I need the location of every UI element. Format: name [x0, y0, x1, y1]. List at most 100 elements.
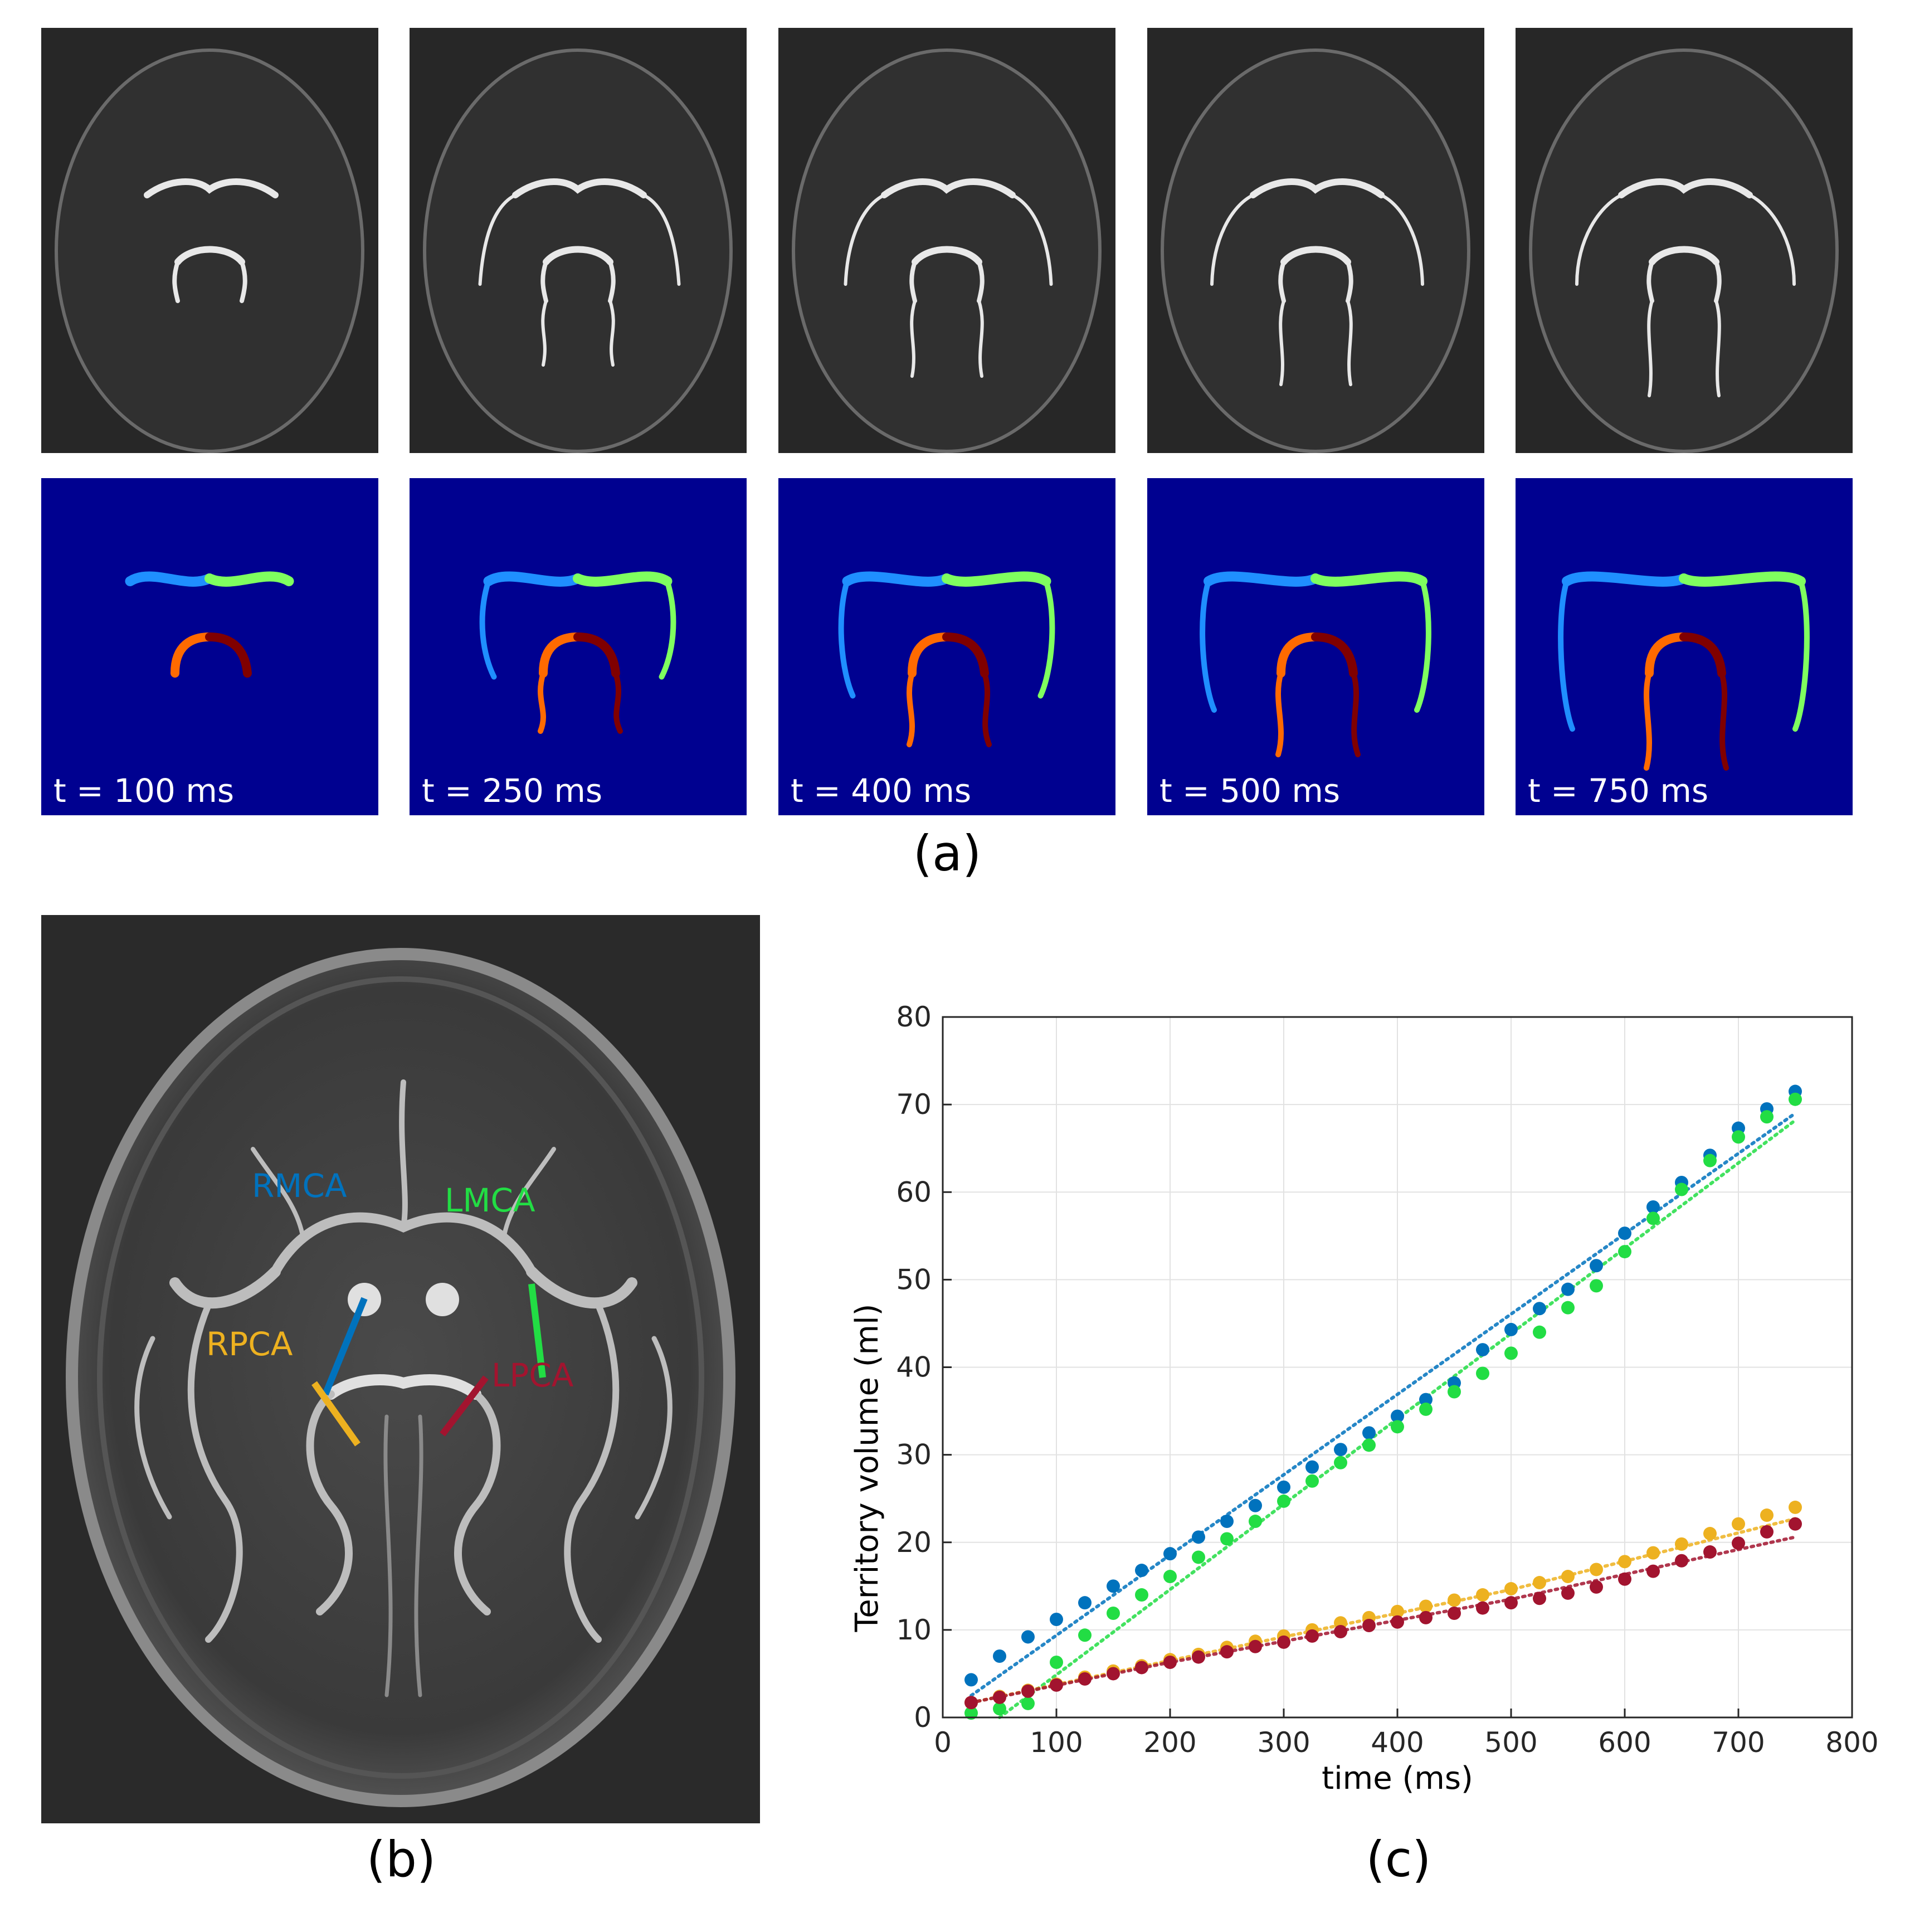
rmca-fit-line	[969, 1111, 1797, 1697]
lmca-data-point	[1362, 1438, 1376, 1452]
lmca-data-point	[1249, 1515, 1262, 1529]
lpca-data-point	[1192, 1650, 1205, 1664]
panel-b-angiogram: RMCA LMCA RPCA LPCA	[41, 915, 760, 1823]
lmca-data-point	[1192, 1550, 1205, 1564]
lpca-data-point	[1789, 1517, 1802, 1531]
chart-points	[964, 1084, 1802, 1720]
lpca-data-point	[964, 1696, 978, 1710]
time-label: t = 400 ms	[791, 772, 972, 810]
lmca-data-point	[1760, 1110, 1774, 1124]
rpca-data-point	[1590, 1563, 1603, 1576]
rpca-pointer	[311, 1381, 360, 1447]
rmca-data-point	[1192, 1530, 1205, 1544]
lmca-data-point	[1163, 1570, 1177, 1584]
lmca-data-point	[1305, 1474, 1319, 1488]
segmentation-frame-5: t = 750 ms	[1516, 478, 1853, 815]
lmca-data-point	[964, 1706, 978, 1720]
rpca-data-point	[1789, 1500, 1802, 1514]
rmca-data-point	[1107, 1579, 1120, 1593]
lmca-data-point	[1590, 1279, 1603, 1293]
lmca-data-point	[1504, 1346, 1518, 1360]
mra-image	[1161, 48, 1470, 453]
lpca-data-point	[1646, 1564, 1660, 1578]
rmca-data-point	[993, 1649, 1006, 1663]
lpca-data-point	[1220, 1645, 1234, 1659]
lpca-data-point	[1107, 1667, 1120, 1681]
y-tick-label: 0	[914, 1701, 932, 1734]
lmca-data-point	[1107, 1607, 1120, 1620]
rpca-data-point	[1391, 1604, 1404, 1618]
mra-frame-5	[1516, 28, 1853, 453]
lpca-data-point	[1419, 1610, 1433, 1624]
x-tick-label: 400	[1371, 1726, 1424, 1759]
rmca-data-point	[1504, 1322, 1518, 1336]
segmentation-image	[479, 571, 676, 734]
mra-image	[1529, 48, 1839, 453]
lpca-data-point	[1476, 1601, 1489, 1615]
lpca-label: LPCA	[491, 1356, 574, 1394]
lpca-data-point	[1760, 1525, 1774, 1539]
segmentation-frame-4: t = 500 ms	[1147, 478, 1484, 815]
segmentation-frame-3: t = 400 ms	[778, 478, 1115, 815]
lmca-data-point	[1334, 1456, 1347, 1469]
lpca-data-point	[1561, 1586, 1575, 1600]
rpca-data-point	[1618, 1555, 1631, 1569]
lmca-data-point	[1675, 1182, 1688, 1196]
x-axis-label: time (ms)	[1322, 1760, 1473, 1797]
x-tick-label: 800	[1825, 1726, 1878, 1759]
lmca-data-point	[1391, 1420, 1404, 1434]
y-tick-label: 30	[896, 1439, 932, 1471]
rpca-data-point	[1703, 1527, 1717, 1541]
lmca-data-point	[1448, 1385, 1461, 1399]
lpca-data-point	[1618, 1572, 1631, 1586]
rmca-data-point	[1561, 1282, 1575, 1296]
rpca-data-point	[1476, 1588, 1489, 1602]
segmentation-image	[125, 571, 294, 678]
lpca-data-point	[1334, 1625, 1347, 1639]
lpca-data-point	[1050, 1678, 1063, 1692]
x-tick-label: 600	[1598, 1726, 1651, 1759]
time-label: t = 250 ms	[422, 772, 603, 810]
rmca-data-point	[1590, 1259, 1603, 1273]
lmca-data-point	[993, 1702, 1006, 1716]
y-tick-label: 20	[896, 1526, 932, 1559]
rmca-data-point	[1419, 1393, 1433, 1407]
rmca-data-point	[1646, 1200, 1660, 1214]
rmca-data-point	[1334, 1443, 1347, 1457]
chart-fit-lines	[969, 1111, 1797, 1719]
time-label: t = 750 ms	[1528, 772, 1709, 810]
y-tick-label: 10	[896, 1614, 932, 1646]
rpca-data-point	[1448, 1593, 1461, 1607]
lpca-data-point	[1021, 1684, 1035, 1698]
rpca-data-point	[1732, 1517, 1745, 1531]
segmentation-image	[1200, 571, 1431, 757]
rmca-data-point	[1533, 1302, 1546, 1316]
rpca-data-point	[1419, 1599, 1433, 1613]
lmca-pointer	[528, 1283, 546, 1378]
rmca-data-point	[1220, 1515, 1234, 1529]
rpca-data-point	[1646, 1546, 1660, 1560]
rmca-data-point	[964, 1673, 978, 1687]
rmca-data-point	[1391, 1409, 1404, 1423]
rmca-data-point	[1277, 1480, 1290, 1494]
lpca-data-point	[1249, 1639, 1262, 1653]
mra-image	[55, 48, 364, 453]
lmca-data-point	[1476, 1366, 1489, 1380]
lpca-data-point	[1533, 1592, 1546, 1605]
lmca-data-point	[1561, 1301, 1575, 1315]
lpca-data-point	[1135, 1661, 1148, 1675]
rmca-pointer	[322, 1297, 368, 1396]
panel-c-chart: 0 100 200 300 400 500 600 700 800 0 10 20 30 40 50 60 70…	[813, 981, 1905, 1850]
lpca-data-point	[1703, 1545, 1717, 1559]
rmca-data-point	[1050, 1613, 1063, 1627]
mra-frame-3	[778, 28, 1115, 453]
rmca-data-point	[1476, 1343, 1489, 1357]
lmca-data-point	[1646, 1211, 1660, 1225]
angiogram-image	[66, 948, 735, 1807]
rmca-data-point	[1135, 1564, 1148, 1578]
y-tick-label: 70	[896, 1088, 932, 1121]
rpca-data-point	[1533, 1576, 1546, 1590]
rmca-data-point	[1021, 1630, 1035, 1644]
segmentation-frame-2: t = 250 ms	[410, 478, 747, 815]
rpca-data-point	[1760, 1508, 1774, 1522]
